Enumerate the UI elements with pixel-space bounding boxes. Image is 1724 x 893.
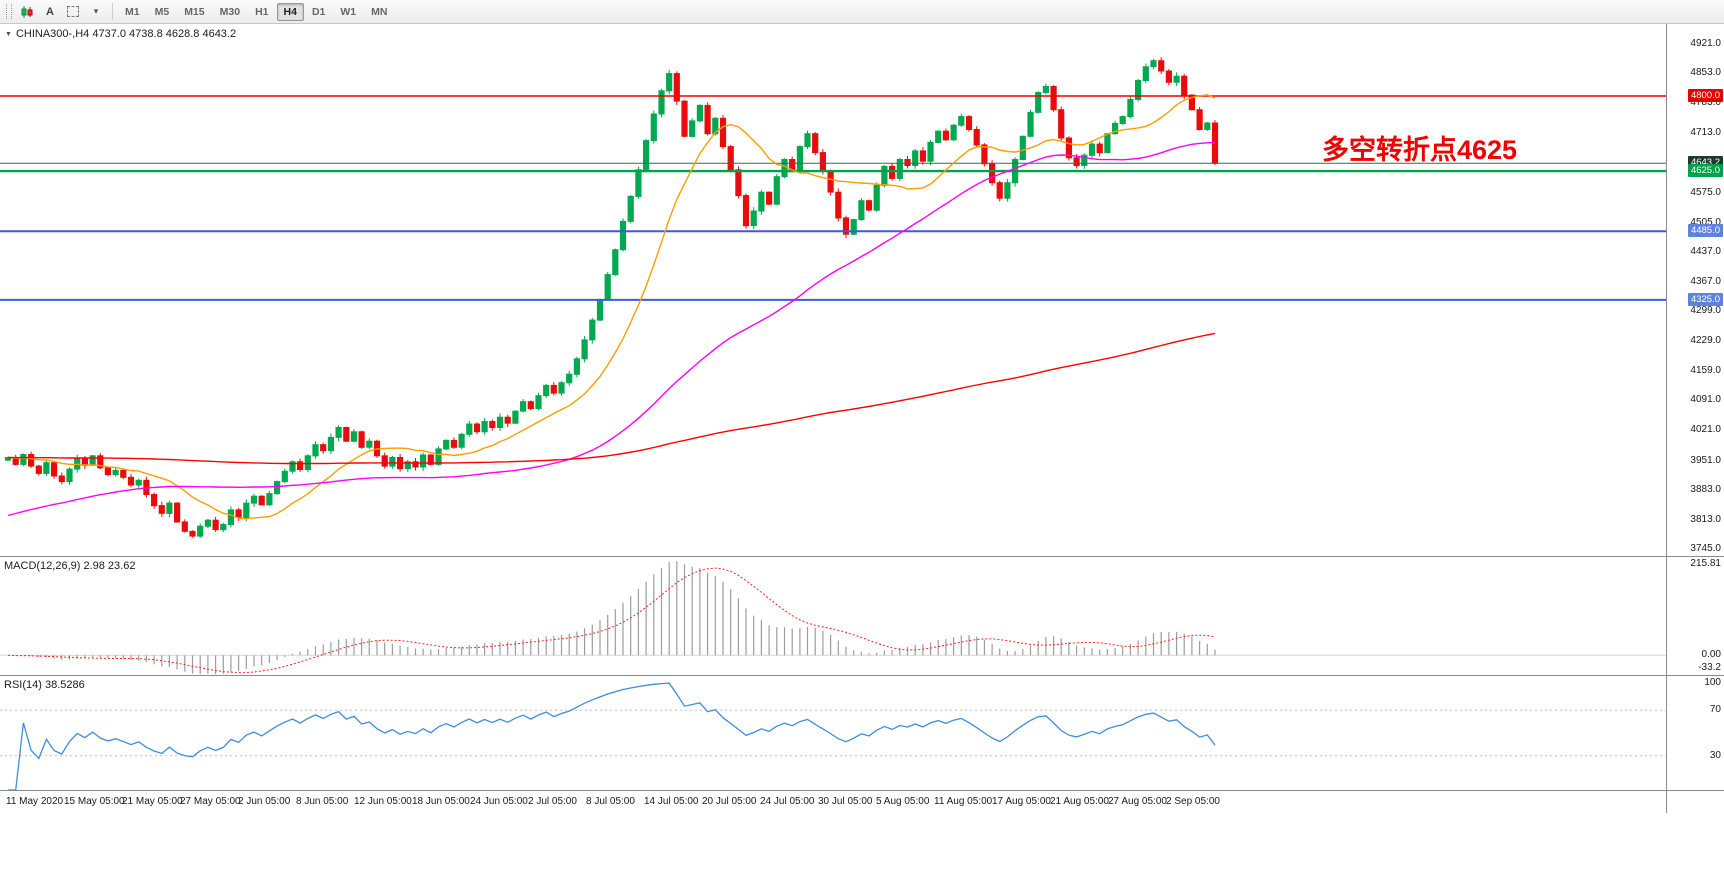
price-badge: 4625.0: [1687, 164, 1723, 178]
price-tick-label: 4713.0: [1690, 127, 1721, 139]
macd-tick-label: 215.81: [1690, 558, 1721, 569]
timeframe-button-group: M1 M5 M15 M30 H1 H4 D1 W1 MN: [118, 2, 394, 21]
time-axis-label: 27 Aug 05:00: [1108, 796, 1167, 807]
time-axis-label: 2 Jun 05:00: [238, 796, 291, 807]
candlestick-svg: [0, 57, 1666, 538]
timeframe-button-mn[interactable]: MN: [364, 3, 394, 21]
time-axis[interactable]: 11 May 2020 15 May 05:00 21 May 05:00 27 Ma…: [0, 791, 1724, 813]
price-tick-label: 3745.0: [1690, 543, 1721, 554]
price-tick-label: 4575.0: [1690, 186, 1721, 198]
timeframe-button-w1[interactable]: W1: [333, 3, 363, 21]
symbol-info: ▼ CHINA300-,H4 4737.0 4738.8 4628.8 4643…: [5, 28, 236, 40]
panel-splitter[interactable]: [0, 790, 1724, 791]
bottom-whitespace: [0, 813, 1724, 893]
timeframe-button-m30[interactable]: M30: [213, 3, 247, 21]
time-axis-label: 24 Jul 05:00: [760, 796, 815, 807]
time-axis-label: 24 Jun 05:00: [470, 796, 528, 807]
timeframe-button-h4[interactable]: H4: [276, 2, 304, 21]
price-chart[interactable]: ▼ CHINA300-,H4 4737.0 4738.8 4628.8 4643…: [0, 24, 1666, 556]
price-tick-label: 3883.0: [1690, 483, 1721, 495]
price-tick-label: 4229.0: [1690, 335, 1721, 347]
timeframe-button-m5[interactable]: M5: [148, 3, 177, 21]
annotation-text[interactable]: 多空转折点4625: [1322, 135, 1518, 165]
macd-panel: MACD(12,26,9) 2.98 23.62 215.81 0.00 -33.2: [0, 557, 1724, 675]
cursor-dropdown-button[interactable]: ▾: [85, 2, 107, 22]
macd-svg: [0, 561, 1666, 675]
price-tick-label: 3813.0: [1690, 513, 1721, 525]
macd-axis[interactable]: 215.81 0.00 -33.2: [1666, 557, 1724, 675]
main-chart-panel: ▼ CHINA300-,H4 4737.0 4738.8 4628.8 4643…: [0, 24, 1724, 556]
price-tick-label: 4853.0: [1690, 67, 1721, 79]
macd-tick-label: -33.2: [1698, 662, 1721, 673]
timeframe-button-d1[interactable]: D1: [305, 3, 332, 21]
price-axis[interactable]: 4921.0 4853.0 4783.0 4713.0 4575.0 4505.0 4437…: [1666, 24, 1724, 556]
time-axis-label: 11 May 2020: [6, 796, 64, 807]
tool-button-group: A ▾: [16, 2, 107, 22]
price-tick-label: 3951.0: [1690, 454, 1721, 466]
price-tick-label: 4437.0: [1690, 245, 1721, 257]
time-axis-label: 17 Aug 05:00: [992, 796, 1051, 807]
price-badge: 4485.0: [1687, 224, 1723, 238]
toolbar: A ▾ M1 M5 M15 M30 H1 H4 D1 W1 MN: [0, 0, 1724, 24]
text-tool-button[interactable]: A: [39, 2, 61, 22]
price-tick-label: 4159.0: [1690, 365, 1721, 377]
rsi-tick-label: 100: [1704, 677, 1721, 688]
time-axis-label: 20 Jul 05:00: [702, 796, 757, 807]
time-axis-label: 12 Jun 05:00: [354, 796, 412, 807]
macd-chart[interactable]: MACD(12,26,9) 2.98 23.62: [0, 557, 1666, 675]
price-badge: 4800.0: [1687, 88, 1723, 102]
time-axis-label: 2 Sep 05:00: [1166, 796, 1220, 807]
price-tick-label: 4367.0: [1690, 275, 1721, 287]
macd-label: MACD(12,26,9) 2.98 23.62: [4, 560, 136, 572]
rsi-panel: RSI(14) 38.5286 100 70 30: [0, 676, 1724, 790]
panel-splitter[interactable]: [0, 556, 1724, 557]
time-axis-label: 27 May 05:00: [180, 796, 241, 807]
time-axis-label: 30 Jul 05:00: [818, 796, 873, 807]
frame-icon: [67, 6, 79, 17]
time-axis-labels: 11 May 2020 15 May 05:00 21 May 05:00 27 Ma…: [0, 791, 1666, 813]
time-axis-label: 11 Aug 05:00: [934, 796, 993, 807]
price-tick-label: 4021.0: [1690, 424, 1721, 436]
time-axis-label: 2 Jul 05:00: [528, 796, 577, 807]
time-axis-label: 5 Aug 05:00: [876, 796, 930, 807]
time-axis-label: 8 Jul 05:00: [586, 796, 635, 807]
frame-tool-button[interactable]: [62, 2, 84, 22]
time-axis-label: 15 May 05:00: [64, 796, 125, 807]
price-tick-label: 4091.0: [1690, 394, 1721, 406]
price-tick-label: 4783.0: [1690, 97, 1721, 109]
price-tick-label: 4299.0: [1690, 305, 1721, 317]
chart-type-button[interactable]: [16, 2, 38, 22]
time-axis-label: 18 Jun 05:00: [412, 796, 470, 807]
time-axis-label: 8 Jun 05:00: [296, 796, 349, 807]
time-axis-corner: [1666, 791, 1724, 813]
collapse-arrow-icon[interactable]: ▼: [5, 30, 12, 38]
price-tick-label: 4921.0: [1690, 38, 1721, 49]
panel-splitter[interactable]: [0, 675, 1724, 676]
time-axis-label: 21 May 05:00: [122, 796, 183, 807]
timeframe-button-m15[interactable]: M15: [177, 3, 211, 21]
rsi-label: RSI(14) 38.5286: [4, 679, 85, 691]
price-badge: 4325.0: [1687, 292, 1723, 306]
time-axis-label: 21 Aug 05:00: [1050, 796, 1109, 807]
rsi-tick-label: 30: [1709, 749, 1721, 761]
toolbar-separator: [112, 3, 113, 20]
macd-tick-label: 0.00: [1701, 649, 1721, 661]
price-tick-label: 4505.0: [1690, 216, 1721, 228]
time-axis-label: 14 Jul 05:00: [644, 796, 699, 807]
candlestick-icon: [21, 5, 33, 18]
rsi-chart[interactable]: RSI(14) 38.5286: [0, 676, 1666, 790]
timeframe-button-h1[interactable]: H1: [248, 3, 275, 21]
rsi-axis[interactable]: 100 70 30: [1666, 676, 1724, 790]
symbol-ohlc-text: CHINA300-,H4 4737.0 4738.8 4628.8 4643.2: [15, 28, 237, 40]
rsi-tick-label: 70: [1709, 704, 1721, 716]
toolbar-grip[interactable]: [6, 4, 12, 19]
timeframe-button-m1[interactable]: M1: [118, 3, 147, 21]
rsi-svg: [0, 682, 1666, 790]
